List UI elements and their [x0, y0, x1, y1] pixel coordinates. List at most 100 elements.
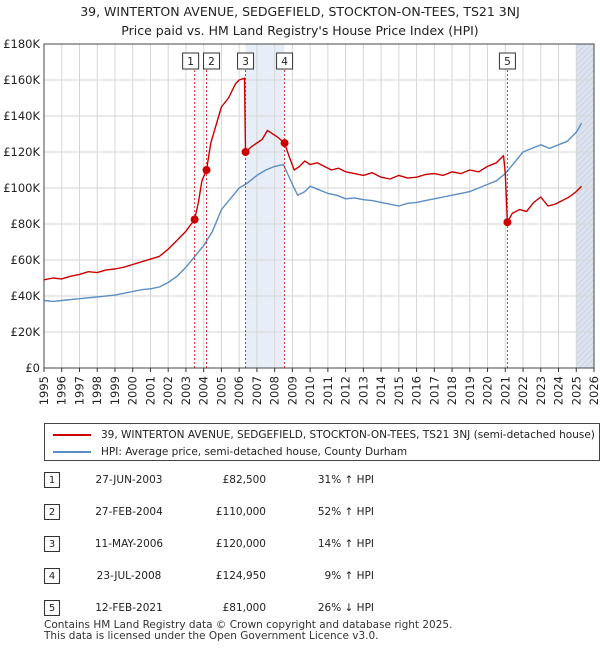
- sale-hpi-change: 52% ↑ HPI: [317, 506, 374, 518]
- sale-price: £124,950: [215, 570, 266, 582]
- sale-date: 27-JUN-2003: [95, 474, 163, 486]
- sale-price: £81,000: [222, 602, 266, 614]
- y-tick-label: £80K: [11, 217, 41, 231]
- plot-background: [44, 44, 594, 368]
- x-tick-label: 2009: [285, 376, 299, 405]
- y-tick-label: £140K: [3, 109, 40, 123]
- x-tick-label: 2001: [143, 376, 157, 405]
- x-tick-label: 2006: [232, 376, 246, 405]
- chart-title-block: 39, WINTERTON AVENUE, SEDGEFIELD, STOCKT…: [0, 2, 600, 40]
- legend-label-hpi: HPI: Average price, semi-detached house,…: [101, 446, 408, 458]
- x-tick-label: 1995: [37, 376, 51, 405]
- sale-hpi-change: 9% ↑ HPI: [324, 570, 374, 582]
- x-tick-label: 2024: [552, 376, 566, 405]
- sale-number-badge: 2: [44, 504, 60, 520]
- sale-point: [503, 218, 512, 227]
- footer: Contains HM Land Registry data © Crown c…: [44, 620, 452, 642]
- x-tick-label: 1997: [72, 376, 86, 405]
- sale-marker-label: 4: [281, 56, 288, 68]
- x-tick-label: 2025: [569, 376, 583, 405]
- sale-row: 5 12-FEB-2021 £81,000 26% ↓ HPI: [44, 600, 444, 618]
- sale-marker-box: [276, 52, 294, 70]
- sale-hpi-change: 14% ↑ HPI: [317, 538, 374, 550]
- hpi-line: [43, 122, 583, 303]
- property-price-line: [43, 77, 583, 281]
- y-tick-label: £40K: [11, 289, 41, 303]
- x-tick-label: 2015: [392, 376, 406, 405]
- price-chart: £0 £20K £40K £60K £80K £100K £120K £140K £160K £1…: [3, 37, 600, 405]
- sale-number-badge: 5: [44, 600, 60, 616]
- x-tick-label: 2019: [463, 376, 477, 405]
- x-tick-label: 2012: [339, 376, 353, 405]
- y-tick-label: £60K: [11, 253, 41, 267]
- x-tick-label: 2013: [356, 376, 370, 405]
- sale-point: [280, 139, 289, 148]
- sale-marker-box: [182, 52, 200, 70]
- sale-number-badge: 4: [44, 568, 60, 584]
- x-tick-label: 2020: [481, 376, 495, 405]
- x-tick-label: 2011: [321, 376, 335, 405]
- y-tick-label: £180K: [3, 37, 40, 51]
- x-tick-label: 2007: [250, 376, 264, 405]
- sale-row: 3 11-MAY-2006 £120,000 14% ↑ HPI: [44, 536, 444, 554]
- x-tick-label: 2016: [410, 376, 424, 405]
- sale-marker-box: [237, 52, 255, 70]
- legend-swatch-property: [53, 434, 91, 436]
- legend-label-property: 39, WINTERTON AVENUE, SEDGEFIELD, STOCKT…: [101, 429, 595, 441]
- sale-row: 4 23-JUL-2008 £124,950 9% ↑ HPI: [44, 568, 444, 586]
- footer-licence: This data is licensed under the Open Gov…: [44, 630, 379, 642]
- y-tick-label: £120K: [3, 145, 40, 159]
- sale-number-badge: 3: [44, 536, 60, 552]
- sale-date: 11-MAY-2006: [94, 538, 164, 550]
- y-tick-label: £160K: [3, 73, 40, 87]
- sale-marker-box: [203, 52, 221, 70]
- sale-price: £110,000: [215, 506, 266, 518]
- sale-marker-label: 1: [187, 56, 194, 68]
- sale-marker-label: 5: [504, 56, 511, 68]
- y-tick-label: £0: [25, 361, 40, 375]
- x-tick-label: 2023: [534, 376, 548, 405]
- sale-price: £120,000: [215, 538, 266, 550]
- x-tick-label: 2026: [587, 376, 600, 405]
- x-tick-label: 2017: [427, 376, 441, 405]
- legend-swatch-hpi: [53, 451, 91, 453]
- x-tick-label: 2008: [268, 376, 282, 405]
- legend-item-hpi: HPI: Average price, semi-detached house,…: [53, 444, 407, 460]
- sale-marker-label: 2: [208, 56, 215, 68]
- chart-subtitle: Price paid vs. HM Land Registry's House …: [121, 23, 479, 38]
- x-tick-label: 2021: [498, 376, 512, 405]
- sale-point: [190, 215, 199, 224]
- sale-point: [241, 148, 250, 156]
- shaded-range: [245, 44, 285, 368]
- sale-hpi-change: 26% ↓ HPI: [317, 602, 374, 614]
- x-tick-label: 2014: [374, 376, 388, 405]
- y-tick-label: £100K: [3, 181, 40, 195]
- y-tick-label: £20K: [11, 325, 41, 339]
- x-tick-label: 2018: [445, 376, 459, 405]
- plot-frame: [43, 43, 595, 369]
- sale-marker-box: [498, 52, 516, 70]
- legend-item-property: 39, WINTERTON AVENUE, SEDGEFIELD, STOCKT…: [53, 427, 595, 443]
- sale-hpi-change: 31% ↑ HPI: [317, 474, 374, 486]
- footer-copyright: Contains HM Land Registry data © Crown c…: [44, 619, 453, 631]
- x-tick-label: 2004: [197, 376, 211, 405]
- sale-marker-label: 3: [242, 56, 249, 68]
- x-tick-label: 2005: [214, 376, 228, 405]
- x-tick-label: 2003: [179, 376, 193, 405]
- sale-date: 12-FEB-2021: [95, 602, 163, 614]
- sale-row: 2 27-FEB-2004 £110,000 52% ↑ HPI: [44, 504, 444, 522]
- sale-point: [202, 166, 211, 174]
- sale-price: £82,500: [222, 474, 266, 486]
- x-tick-label: 1998: [90, 376, 104, 405]
- x-tick-label: 2010: [303, 376, 317, 405]
- sale-row: 1 27-JUN-2003 £82,500 31% ↑ HPI: [44, 472, 444, 490]
- forecast-band: [576, 44, 594, 368]
- chart-title: 39, WINTERTON AVENUE, SEDGEFIELD, STOCKT…: [80, 4, 520, 19]
- sale-date: 23-JUL-2008: [96, 570, 162, 582]
- x-tick-label: 1996: [55, 376, 69, 405]
- legend: 39, WINTERTON AVENUE, SEDGEFIELD, STOCKT…: [44, 423, 600, 461]
- sale-date: 27-FEB-2004: [95, 506, 163, 518]
- sale-number-badge: 1: [44, 472, 60, 488]
- x-tick-label: 2002: [161, 376, 175, 405]
- x-tick-label: 2022: [516, 376, 530, 405]
